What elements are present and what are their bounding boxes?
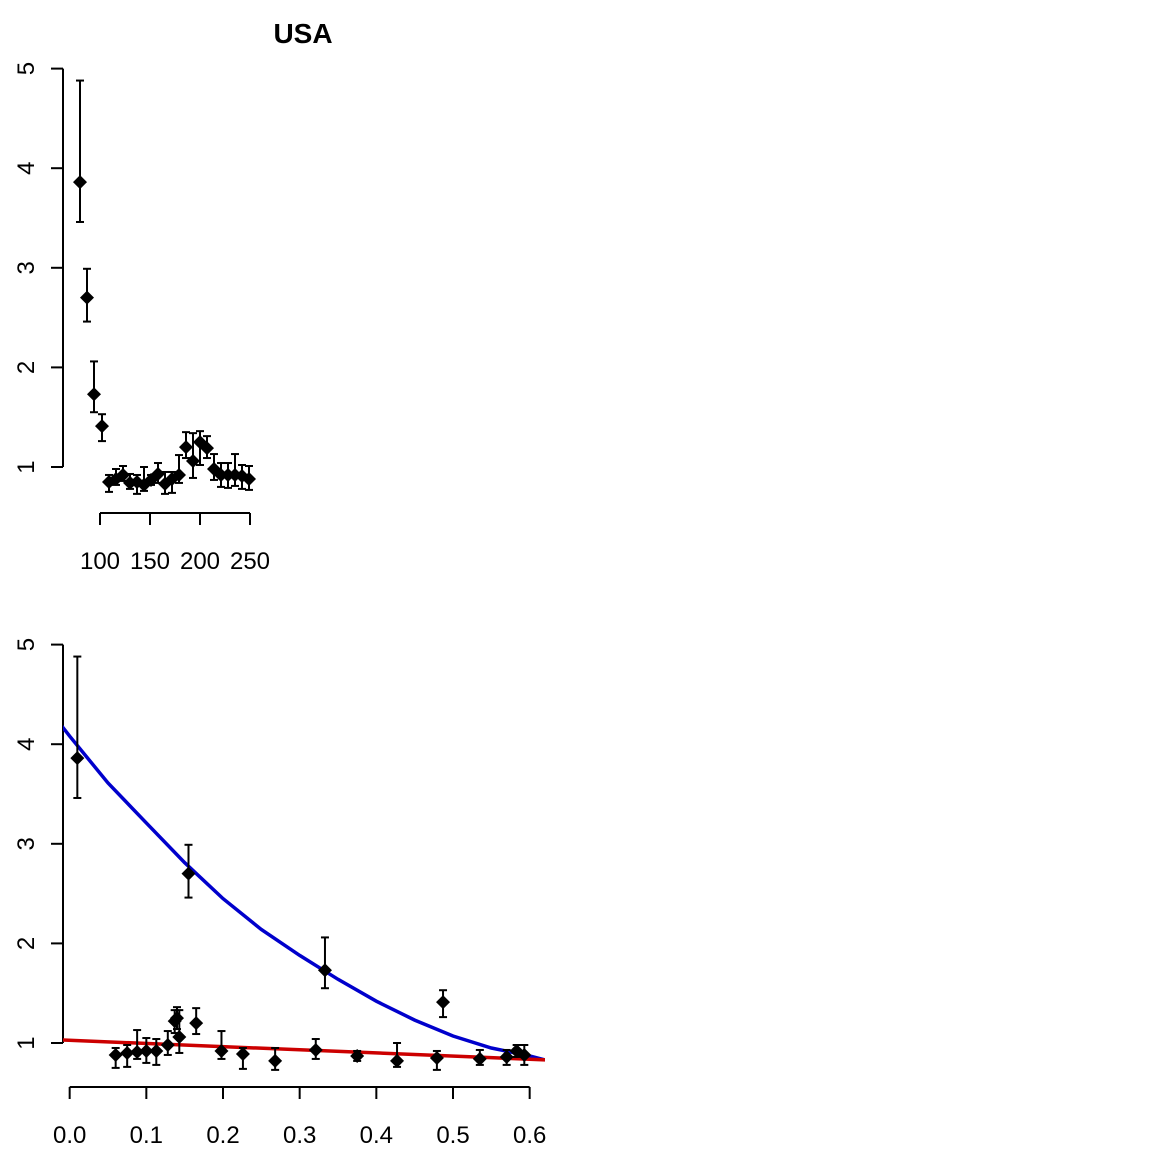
data-point — [172, 1009, 187, 1054]
data-point — [149, 1038, 164, 1066]
chart-panel-top: USA 100 150 200 250 1 2 3 4 5 — [13, 18, 333, 575]
data-point — [120, 1043, 135, 1068]
y-tick-label: 1 — [13, 1036, 40, 1049]
x-tick-label: 0.1 — [130, 1122, 163, 1149]
data-point — [517, 1043, 532, 1066]
x-tick-label: 150 — [130, 548, 170, 575]
data-point — [108, 1046, 123, 1069]
y-tick-label: 5 — [13, 638, 40, 651]
y-tick-label: 2 — [13, 937, 40, 950]
data-point — [139, 1037, 154, 1064]
data-point — [390, 1042, 405, 1068]
x-axis: 100 150 200 250 — [80, 512, 270, 575]
x-tick-label: 250 — [230, 548, 270, 575]
point-marker — [95, 419, 109, 434]
point-marker — [170, 1011, 184, 1026]
point-marker — [390, 1053, 405, 1068]
point-marker — [160, 1037, 175, 1052]
point-marker — [499, 1049, 514, 1064]
x-tick-label: 0.5 — [436, 1122, 469, 1149]
point-marker — [436, 995, 451, 1010]
point-marker — [70, 751, 85, 766]
point-marker — [242, 471, 256, 486]
data-point — [179, 431, 193, 460]
point-marker — [189, 1016, 204, 1031]
point-marker — [172, 467, 186, 482]
point-marker — [87, 387, 101, 402]
data-point — [200, 435, 214, 460]
point-marker — [268, 1053, 283, 1068]
y-tick-label: 2 — [13, 361, 40, 374]
data-point — [499, 1048, 514, 1066]
data-point — [242, 465, 256, 491]
data-point — [235, 1046, 250, 1070]
data-point — [130, 1029, 145, 1060]
data-point — [429, 1049, 444, 1071]
x-tick-label: 0.0 — [53, 1122, 86, 1149]
x-tick-label: 0.6 — [513, 1122, 546, 1149]
chart-title: USA — [273, 18, 332, 49]
x-tick-label: 200 — [180, 548, 220, 575]
point-marker — [517, 1047, 532, 1062]
point-marker — [116, 467, 130, 482]
point-marker — [472, 1051, 487, 1066]
point-marker — [80, 290, 94, 305]
data-point — [87, 360, 101, 414]
point-marker — [235, 1046, 250, 1061]
point-marker — [120, 1045, 135, 1060]
y-axis: 1 2 3 4 5 — [13, 638, 64, 1050]
data-point — [80, 267, 94, 323]
point-marker — [172, 1030, 187, 1045]
data-point — [214, 1030, 229, 1060]
y-axis: 1 2 3 4 5 — [13, 62, 64, 474]
data-point — [137, 466, 151, 492]
data-point — [268, 1046, 283, 1071]
data-point — [116, 465, 130, 482]
x-axis: 0.0 0.1 0.2 0.3 0.4 0.5 0.6 — [53, 1086, 546, 1149]
x-tick-label: 100 — [80, 548, 120, 575]
chart-panel-bottom: 0.0 0.1 0.2 0.3 0.4 0.5 0.6 1 2 3 4 5 — [13, 638, 546, 1149]
point-marker — [149, 1043, 164, 1058]
data-point — [436, 989, 451, 1019]
data-point — [70, 655, 85, 799]
point-marker — [179, 440, 193, 455]
data-point — [189, 1007, 204, 1036]
data-point — [160, 1030, 175, 1056]
point-marker — [308, 1042, 323, 1057]
data-point — [73, 79, 87, 223]
point-marker — [139, 1043, 154, 1058]
data-point — [181, 843, 196, 899]
x-tick-label: 0.2 — [206, 1122, 239, 1149]
data-point — [228, 453, 242, 487]
x-tick-label: 0.4 — [360, 1122, 393, 1149]
data-point — [350, 1048, 365, 1063]
y-tick-label: 3 — [13, 261, 40, 274]
point-marker — [130, 1044, 145, 1059]
x-tick-label: 0.3 — [283, 1122, 316, 1149]
point-marker — [350, 1048, 365, 1063]
point-marker — [181, 866, 196, 881]
data-point — [172, 454, 186, 484]
point-marker — [214, 1043, 229, 1058]
point-marker — [200, 441, 214, 456]
data-point — [472, 1048, 487, 1066]
data-point — [151, 462, 165, 484]
y-tick-label: 1 — [13, 460, 40, 473]
point-marker — [108, 1047, 123, 1062]
y-tick-label: 4 — [13, 162, 40, 175]
fit-line-red — [63, 1038, 545, 1062]
data-point — [308, 1038, 323, 1060]
point-marker — [429, 1050, 444, 1065]
point-marker — [73, 175, 87, 190]
y-tick-label: 5 — [13, 62, 40, 75]
data-point — [95, 413, 109, 443]
y-tick-label: 3 — [13, 837, 40, 850]
point-marker — [317, 963, 332, 978]
fit-line-blue — [63, 725, 545, 1062]
point-marker — [151, 466, 165, 481]
y-tick-label: 4 — [13, 738, 40, 751]
data-point — [317, 936, 332, 990]
